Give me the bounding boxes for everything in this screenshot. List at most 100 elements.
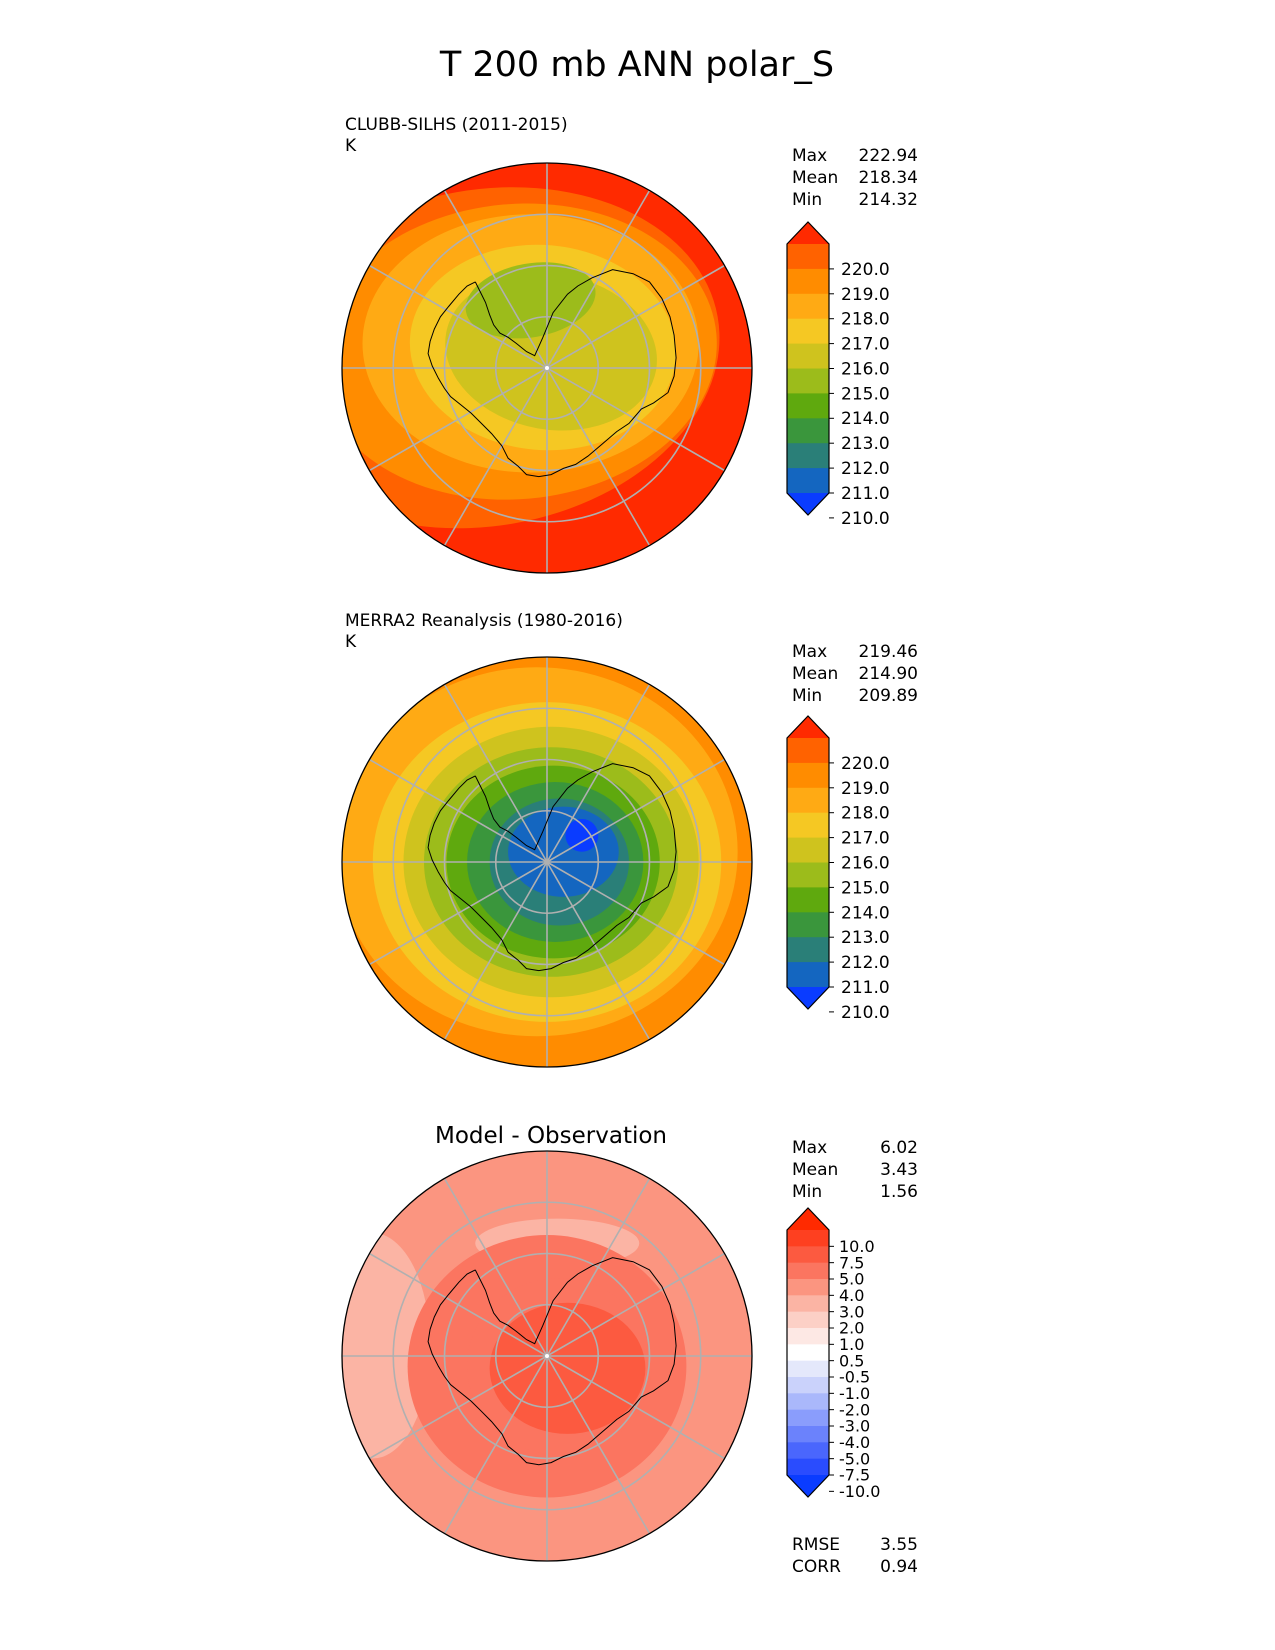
stat-min-label: Min <box>792 686 822 706</box>
panel-2-stats: Max 219.46 Mean 214.90 Min 209.89 <box>792 642 918 706</box>
colorbar-tick-label: 217.0 <box>841 335 890 355</box>
meridian-line <box>369 367 548 472</box>
graticule <box>342 1151 752 1561</box>
rmse-label: RMSE <box>792 1535 840 1555</box>
rmse-value: 3.55 <box>880 1535 918 1555</box>
corr-value: 0.94 <box>880 1557 918 1577</box>
colorbar-segment <box>787 1393 829 1411</box>
colorbar-tick-label: 216.0 <box>841 854 890 874</box>
colorbar-segment <box>787 762 829 789</box>
colorbar-tick-label: 220.0 <box>841 260 890 280</box>
stat-max-label: Max <box>792 642 827 662</box>
panel-1-units: K <box>345 136 357 156</box>
meridian-line <box>546 190 651 369</box>
colorbar-segment <box>787 1409 829 1427</box>
colorbar-segment <box>787 343 829 369</box>
colorbar-segment <box>787 1279 829 1296</box>
colorbar-tick-label: 219.0 <box>841 779 890 799</box>
colorbar-segment <box>787 1262 829 1280</box>
stat-mean-label: Mean <box>792 664 838 684</box>
colorbar-tick-label: -10.0 <box>839 1482 880 1501</box>
meridian-line <box>443 684 548 863</box>
stat-mean-value: 3.43 <box>880 1160 918 1180</box>
colorbar-tick-label: 220.0 <box>841 754 890 774</box>
meridian-line <box>369 1355 548 1460</box>
colorbar-segment <box>787 1360 829 1378</box>
colorbar-extend-max <box>787 716 829 738</box>
meridian-line <box>546 1178 651 1357</box>
meridian-line <box>546 684 651 863</box>
map-boundary <box>341 162 753 574</box>
stat-min-value: 1.56 <box>880 1182 918 1202</box>
meridian-line <box>443 1178 548 1357</box>
colorbar-tick-label: 3.0 <box>839 1302 864 1321</box>
graticule <box>342 163 752 573</box>
graticule <box>342 657 752 1067</box>
colorbar-tick-label: 218.0 <box>841 804 890 824</box>
meridian-line <box>546 1355 651 1534</box>
panel-2-units: K <box>345 632 357 652</box>
meridian-line <box>546 367 725 472</box>
pole-marker <box>545 366 549 370</box>
meridian-line <box>369 1252 548 1357</box>
colorbar-segment <box>787 912 829 938</box>
colorbar-segment <box>787 468 829 494</box>
colorbar-tick-label: 214.0 <box>841 903 890 923</box>
panel-1-label: CLUBB-SILHS (2011-2015) <box>345 115 568 135</box>
colorbar-extend-min <box>787 1475 829 1497</box>
colorbar-segment <box>787 837 829 863</box>
colorbar-tick-label: 4.0 <box>839 1286 864 1305</box>
stat-max-label: Max <box>792 146 827 166</box>
meridian-line <box>443 1355 548 1534</box>
colorbar-tick-label: -2.0 <box>839 1400 870 1419</box>
stat-min-label: Min <box>792 1182 822 1202</box>
colorbar-segment <box>787 1442 829 1460</box>
meridian-line <box>546 1355 725 1460</box>
meridian-line <box>546 758 725 863</box>
colorbar-tick-label: -4.0 <box>839 1433 870 1452</box>
colorbar-segment <box>787 1328 829 1345</box>
colorbar-segment <box>787 368 829 394</box>
colorbar-tick-label: -1.0 <box>839 1384 870 1403</box>
map-boundary <box>341 1150 753 1562</box>
panel-3-stats: Max 6.02 Mean 3.43 Min 1.56 <box>792 1138 918 1202</box>
stat-min-value: 214.32 <box>859 190 918 210</box>
panel-3-metrics: RMSE 3.55 CORR 0.94 <box>792 1535 918 1577</box>
colorbar-tick-label: -3.0 <box>839 1417 870 1436</box>
map-panel-2 <box>341 656 753 1068</box>
colorbar-tick-label: 212.0 <box>841 953 890 973</box>
pole-marker <box>545 1354 549 1358</box>
stat-max-value: 6.02 <box>880 1138 918 1158</box>
colorbar-segment <box>787 268 829 295</box>
colorbar-tick-label: 211.0 <box>841 978 890 998</box>
antarctica-coastline <box>427 1257 677 1466</box>
colorbar-tick-label: 0.5 <box>839 1351 864 1370</box>
panel-3-title: Model - Observation <box>435 1123 667 1149</box>
colorbar-tick-label: 217.0 <box>841 829 890 849</box>
meridian-line <box>443 190 548 369</box>
colorbar-tick-label: 213.0 <box>841 928 890 948</box>
meridian-line <box>369 758 548 863</box>
stat-min-value: 209.89 <box>859 686 918 706</box>
colorbar-segment <box>787 1426 829 1443</box>
colorbar-tick-label: 214.0 <box>841 409 890 429</box>
panel-2-label: MERRA2 Reanalysis (1980-2016) <box>345 611 623 631</box>
colorbar-tick-label: -0.5 <box>839 1368 870 1387</box>
colorbar-segment <box>787 393 829 419</box>
colorbar-extend-max <box>787 222 829 244</box>
stat-mean-label: Mean <box>792 1160 838 1180</box>
colorbar-panel-2: 220.0 219.0 218.0 217.0 216.0 215.0 214.0 213.0… <box>786 715 890 1023</box>
meridian-line <box>546 1252 725 1357</box>
meridian-line <box>443 861 548 1040</box>
colorbar-tick-label: 219.0 <box>841 285 890 305</box>
colorbar-tick-label: 215.0 <box>841 384 890 404</box>
colorbar-tick-label: 2.0 <box>839 1319 864 1338</box>
colorbar-extend-max <box>787 1208 829 1230</box>
meridian-line <box>369 861 548 966</box>
colorbar-segment <box>787 862 829 888</box>
colorbar-extend-min <box>787 493 829 515</box>
colorbar-panel-3: 10.07.55.04.03.02.01.00.5-0.5-1.0-2.0-3.… <box>786 1207 880 1501</box>
colorbar-segment <box>787 1311 829 1329</box>
contour-fill <box>342 657 752 1067</box>
colorbar-panel-1: 220.0 219.0 218.0 217.0 216.0 215.0 214.0 213.0… <box>786 221 890 529</box>
